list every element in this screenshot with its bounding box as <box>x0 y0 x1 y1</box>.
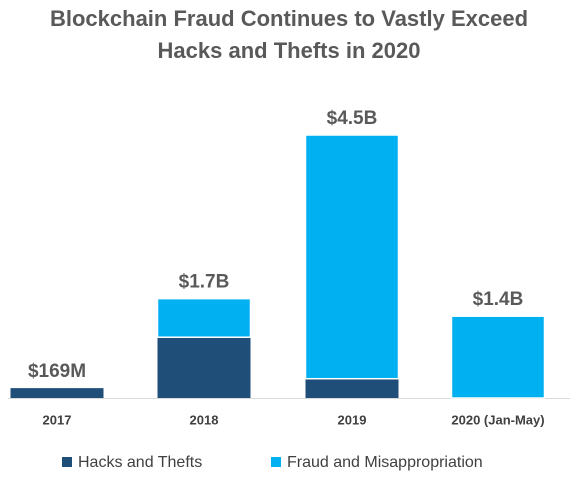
total-label: $1.7B <box>179 272 230 293</box>
x-tick-label: 2019 <box>338 412 367 427</box>
legend-label: Hacks and Thefts <box>78 454 202 471</box>
legend-swatch <box>62 457 72 467</box>
total-label: $169M <box>28 361 86 382</box>
chart-title: Blockchain Fraud Continues to Vastly Exc… <box>50 6 528 31</box>
legend-swatch <box>271 457 281 467</box>
bar-segment <box>305 378 399 398</box>
x-tick-label: 2017 <box>43 412 72 427</box>
legend-label: Fraud and Misappropriation <box>287 454 483 471</box>
bar-segment <box>450 315 546 399</box>
bar-segment <box>157 337 251 398</box>
bar-segment <box>10 388 104 398</box>
chart-title: Hacks and Thefts in 2020 <box>158 38 421 63</box>
x-tick-label: 2020 (Jan-May) <box>451 412 544 427</box>
total-label: $1.4B <box>473 289 524 310</box>
bar-segment <box>156 297 252 338</box>
bar-segment <box>304 134 400 380</box>
x-tick-label: 2018 <box>190 412 219 427</box>
total-label: $4.5B <box>327 108 378 129</box>
